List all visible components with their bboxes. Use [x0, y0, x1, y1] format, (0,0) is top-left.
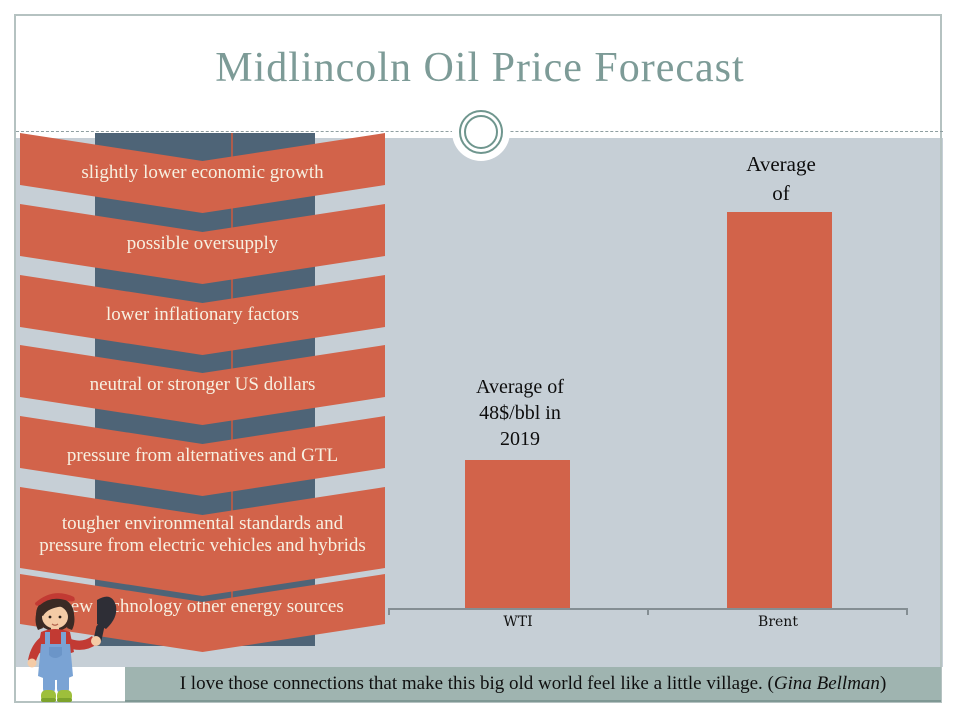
wti-data-label: Average of 48$/bbl in 2019: [476, 376, 564, 450]
chevron-item-label: tougher environmental standards and pres…: [39, 512, 366, 556]
circle-ornament-inner-ring: [464, 115, 498, 149]
slide-frame-border: [14, 14, 942, 703]
quote-open-paren: (: [767, 672, 774, 694]
axis-tick: [906, 608, 908, 615]
quote-close-paren: ): [879, 672, 887, 694]
chevron-item-label: neutral or stronger US dollars: [89, 374, 316, 395]
circle-ornament-icon: [459, 110, 503, 154]
slide-title: Midlincoln Oil Price Forecast: [215, 45, 745, 91]
category-label-wti: WTI: [503, 614, 533, 630]
chevron-item-label: new technology other energy sources: [61, 596, 344, 617]
bar-wti: [465, 460, 570, 608]
axis-tick: [388, 608, 390, 615]
gardener-character-illustration: [27, 593, 117, 702]
chevron-item-label: lower inflationary factors: [105, 304, 300, 325]
category-label-brent: Brent: [758, 614, 798, 630]
axis-tick: [647, 608, 649, 615]
chevron-item-label: slightly lower economic growth: [81, 162, 324, 183]
chevron-item-label: pressure from alternatives and GTL: [66, 445, 339, 466]
bar-brent: [727, 212, 832, 608]
quote-bar: I love those connections that make this …: [125, 667, 941, 702]
quote-text: I love those connections that make this …: [179, 672, 763, 694]
chevron-item-label: possible oversupply: [126, 233, 279, 254]
quote-attribution: Gina Bellman: [773, 672, 880, 694]
